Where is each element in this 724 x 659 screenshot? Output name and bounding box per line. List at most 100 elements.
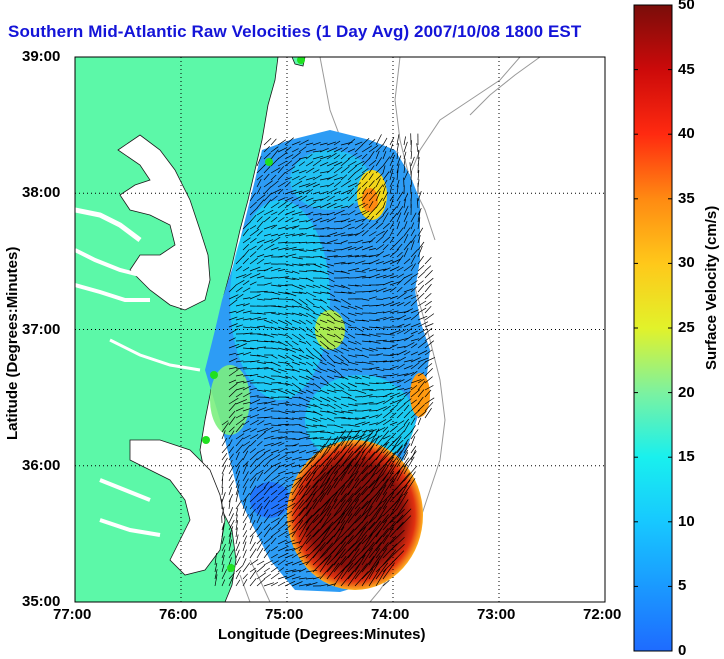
velocity-vector bbox=[347, 437, 362, 454]
velocity-vector bbox=[263, 367, 274, 370]
velocity-vector bbox=[249, 419, 259, 426]
velocity-vector bbox=[347, 347, 356, 351]
velocity-vector bbox=[256, 420, 265, 426]
velocity-vector bbox=[284, 253, 297, 258]
velocity-vector bbox=[305, 549, 320, 566]
velocity-vector bbox=[368, 193, 376, 202]
velocity-vector bbox=[333, 429, 347, 447]
velocity-vector bbox=[347, 291, 356, 295]
velocity-vector bbox=[291, 545, 303, 552]
velocity-vector bbox=[333, 242, 342, 245]
velocity-vector bbox=[228, 366, 238, 370]
velocity-vector bbox=[326, 443, 336, 447]
velocity-vector bbox=[340, 326, 348, 333]
velocity-vector bbox=[389, 137, 395, 146]
velocity-vector bbox=[333, 256, 342, 258]
velocity-vector bbox=[263, 407, 274, 412]
velocity-vector bbox=[319, 443, 332, 461]
hf-radar-station bbox=[227, 564, 235, 572]
velocity-vector bbox=[389, 165, 394, 174]
velocity-vector bbox=[396, 356, 406, 363]
velocity-vector bbox=[403, 465, 418, 482]
velocity-vector bbox=[326, 436, 339, 454]
velocity-vector bbox=[256, 564, 266, 573]
velocity-vector bbox=[333, 312, 341, 318]
velocity-vector bbox=[417, 241, 425, 251]
velocity-vector bbox=[347, 556, 362, 573]
velocity-vector bbox=[277, 442, 285, 447]
velocity-vector bbox=[249, 502, 256, 510]
velocity-vector bbox=[410, 286, 418, 293]
velocity-vector bbox=[298, 139, 309, 146]
velocity-vector bbox=[382, 526, 394, 545]
velocity-vector bbox=[312, 443, 326, 461]
velocity-vector bbox=[277, 423, 289, 426]
velocity-vector bbox=[263, 536, 273, 545]
velocity-vector bbox=[396, 143, 399, 153]
velocity-vector bbox=[298, 519, 310, 538]
velocity-vector bbox=[270, 340, 282, 344]
velocity-vector bbox=[291, 375, 298, 381]
velocity-vector bbox=[242, 486, 247, 496]
velocity-green-zone bbox=[210, 365, 250, 435]
velocity-vector bbox=[277, 284, 288, 287]
velocity-vector bbox=[305, 479, 320, 496]
velocity-vector bbox=[347, 255, 360, 258]
velocity-vector bbox=[291, 284, 303, 290]
colorbar-tick-label: 10 bbox=[678, 512, 695, 530]
velocity-vector bbox=[284, 389, 296, 396]
velocity-vector bbox=[256, 244, 264, 251]
velocity-vector bbox=[291, 514, 306, 531]
velocity-vector bbox=[284, 160, 293, 167]
velocity-vector bbox=[361, 255, 374, 258]
velocity-vector bbox=[242, 303, 250, 307]
velocity-vector bbox=[263, 152, 271, 160]
velocity-vector bbox=[277, 389, 288, 394]
velocity-vector bbox=[368, 459, 384, 475]
velocity-vector bbox=[291, 354, 302, 360]
velocity-vector bbox=[263, 496, 270, 503]
velocity-vector bbox=[263, 199, 272, 209]
velocity-vector bbox=[375, 222, 384, 230]
velocity-vector bbox=[382, 212, 389, 223]
velocity-vector bbox=[382, 288, 392, 293]
velocity-vector bbox=[277, 545, 289, 552]
velocity-vector bbox=[368, 520, 382, 538]
velocity-vector bbox=[277, 361, 290, 365]
velocity-vector bbox=[312, 213, 322, 216]
velocity-vector bbox=[326, 417, 335, 422]
velocity-vector bbox=[424, 270, 433, 279]
velocity-vector bbox=[263, 509, 269, 517]
velocity-vector bbox=[389, 242, 398, 251]
velocity-vector bbox=[256, 505, 263, 517]
velocity-vector bbox=[354, 534, 367, 552]
velocity-vector bbox=[340, 233, 353, 237]
velocity-vector bbox=[354, 196, 363, 202]
velocity-vector bbox=[263, 396, 274, 400]
velocity-vector bbox=[305, 197, 314, 202]
velocity-vector bbox=[312, 417, 322, 422]
velocity-vector bbox=[270, 517, 280, 524]
velocity-vector bbox=[319, 526, 331, 545]
velocity-vector bbox=[277, 347, 289, 351]
velocity-vector bbox=[368, 506, 381, 524]
velocity-vector bbox=[291, 396, 302, 399]
velocity-vector bbox=[417, 300, 427, 307]
velocity-vector bbox=[256, 155, 262, 167]
colorbar-tick-label: 45 bbox=[678, 60, 695, 78]
velocity-vector bbox=[298, 463, 307, 468]
velocity-vector bbox=[228, 487, 233, 496]
velocity-vector bbox=[242, 392, 252, 398]
velocity-vector bbox=[319, 340, 329, 349]
velocity-vector bbox=[228, 480, 234, 489]
velocity-vector bbox=[375, 434, 383, 440]
velocity-vector bbox=[221, 492, 226, 503]
velocity-vector bbox=[368, 326, 379, 329]
velocity-vector bbox=[312, 508, 328, 524]
velocity-vector bbox=[375, 360, 388, 363]
velocity-vector bbox=[256, 354, 269, 359]
velocity-vector bbox=[417, 264, 425, 272]
velocity-vector bbox=[235, 508, 239, 517]
velocity-vector bbox=[347, 203, 354, 209]
velocity-vector bbox=[403, 378, 412, 384]
